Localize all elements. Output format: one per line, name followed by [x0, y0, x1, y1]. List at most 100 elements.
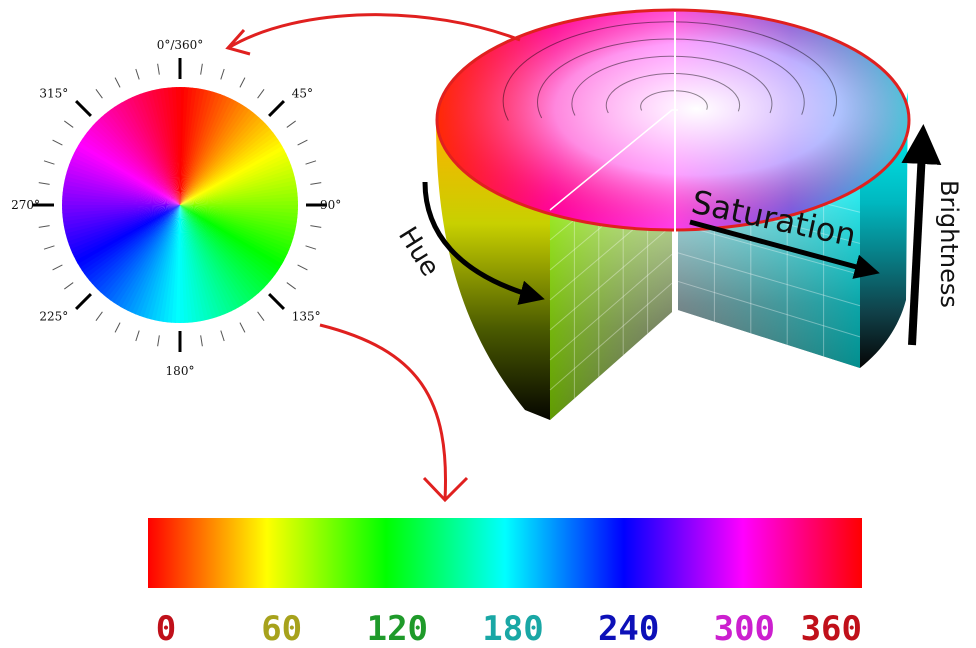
wheel-hue-sectors: [62, 87, 298, 323]
wheel-minor-tick: [157, 335, 160, 347]
wheel-minor-tick: [114, 77, 121, 88]
hue-scale-label-240: 240: [598, 609, 659, 648]
wheel-minor-tick: [52, 139, 63, 146]
wheel-sector: [180, 205, 253, 309]
wheel-sector: [137, 87, 180, 205]
wheel-sector: [180, 205, 202, 323]
wheel-sector: [107, 101, 180, 205]
wheel-sector: [70, 205, 180, 267]
wheel-sector: [180, 205, 281, 282]
wheel-label-180: 180°: [166, 364, 195, 378]
wheel-sector: [84, 205, 180, 288]
wheel-minor-tick: [220, 68, 225, 80]
wheel-sector: [180, 107, 261, 205]
wheel-minor-tick: [43, 245, 55, 250]
wheel-sector: [180, 91, 236, 205]
wheel-major-tick: [74, 293, 92, 311]
wheel-sector: [87, 205, 180, 292]
brightness-arrow: [901, 124, 942, 346]
wheel-sector: [62, 205, 180, 231]
wheel-sector: [180, 205, 219, 323]
wheel-minor-tick: [257, 311, 265, 321]
wheel-sector: [180, 154, 296, 205]
wheel-sector: [180, 104, 257, 205]
wheel-label-45: 45°: [292, 86, 313, 100]
cylinder-to-wheel-arrowhead: [225, 29, 251, 56]
wheel-minor-tick: [38, 225, 50, 228]
grid-line: [549, 225, 673, 331]
wheel-sector: [74, 135, 180, 205]
wheel-sector: [180, 205, 275, 289]
wheel-sector: [62, 205, 180, 223]
wheel-sector: [145, 87, 180, 205]
wheel-label-0: 0°/360°: [157, 38, 204, 52]
cylinder-top-saturation-rings: [502, 21, 838, 121]
hue-scale-label-180: 180: [482, 609, 543, 648]
wheel-sector: [180, 95, 243, 205]
wheel-label-90: 90°: [320, 198, 341, 212]
wheel-sector: [180, 205, 215, 323]
hue-color-wheel: 0°/360° 45° 90° 135° 180° 225° 270° 315°: [11, 38, 341, 378]
wheel-sector: [180, 205, 292, 264]
wheel-to-scale-arrowhead: [422, 476, 469, 503]
connector-arrows: [225, 13, 521, 503]
wheel-sector: [82, 124, 180, 205]
hue-scale-label-60: 60: [261, 609, 302, 648]
wheel-sector: [180, 150, 294, 205]
wheel-sector: [180, 139, 288, 205]
wheel-sector: [62, 205, 180, 214]
wheel-sector: [133, 88, 180, 205]
wheel-degree-labels: 0°/360° 45° 90° 135° 180° 225° 270° 315°: [11, 38, 341, 378]
wheel-sector: [180, 179, 298, 205]
hue-scale-label-300: 300: [714, 609, 775, 648]
wheel-sector: [93, 205, 180, 298]
wheel-label-135: 135°: [292, 310, 321, 324]
wheel-sector: [179, 205, 185, 323]
wheel-sector: [118, 95, 180, 205]
wheel-sector: [62, 204, 180, 210]
grid-line: [677, 252, 861, 307]
wheel-sector: [72, 205, 180, 271]
wheel-minor-tick: [220, 330, 225, 342]
wheel-sector: [180, 205, 231, 321]
wheel-sector: [180, 205, 250, 311]
wheel-sector: [66, 205, 180, 260]
wheel-sector: [141, 87, 180, 205]
wheel-sector: [68, 146, 180, 205]
wheel-minor-tick: [200, 63, 203, 75]
wheel-sector: [97, 109, 180, 205]
wheel-minor-tick: [286, 120, 296, 128]
wheel-sector: [106, 205, 180, 308]
wheel-sector: [180, 128, 281, 205]
wheel-sector: [180, 205, 257, 306]
grid-line: [549, 282, 673, 391]
wheel-minor-tick: [305, 245, 317, 250]
wheel-sector: [87, 118, 180, 205]
wheel-sector: [66, 149, 180, 205]
hue-scale-label-360: 360: [801, 609, 862, 648]
wheel-sector: [180, 205, 294, 261]
wheel-minor-tick: [305, 160, 317, 165]
saturation-ring: [571, 55, 773, 116]
wheel-sector: [180, 205, 290, 268]
wheel-sector: [68, 205, 180, 264]
wheel-sector: [180, 175, 298, 205]
wheel-sector: [62, 205, 180, 227]
wheel-sector: [62, 205, 180, 248]
wheel-sector: [62, 205, 180, 218]
wheel-sector: [167, 87, 180, 205]
wheel-sector: [180, 146, 292, 205]
wheel-sector: [180, 205, 246, 313]
wheel-sector: [125, 91, 180, 205]
wheel-sector: [180, 205, 227, 322]
wheel-sector: [180, 143, 290, 205]
wheel-sector: [180, 205, 210, 323]
saturation-ring: [537, 38, 805, 119]
wheel-minor-tick: [95, 311, 103, 321]
wheel-sector: [79, 128, 180, 205]
wheel-sector: [103, 104, 180, 205]
wheel-minor-tick: [297, 264, 308, 271]
wheel-sector: [81, 205, 180, 285]
wheel-sector: [90, 205, 180, 295]
